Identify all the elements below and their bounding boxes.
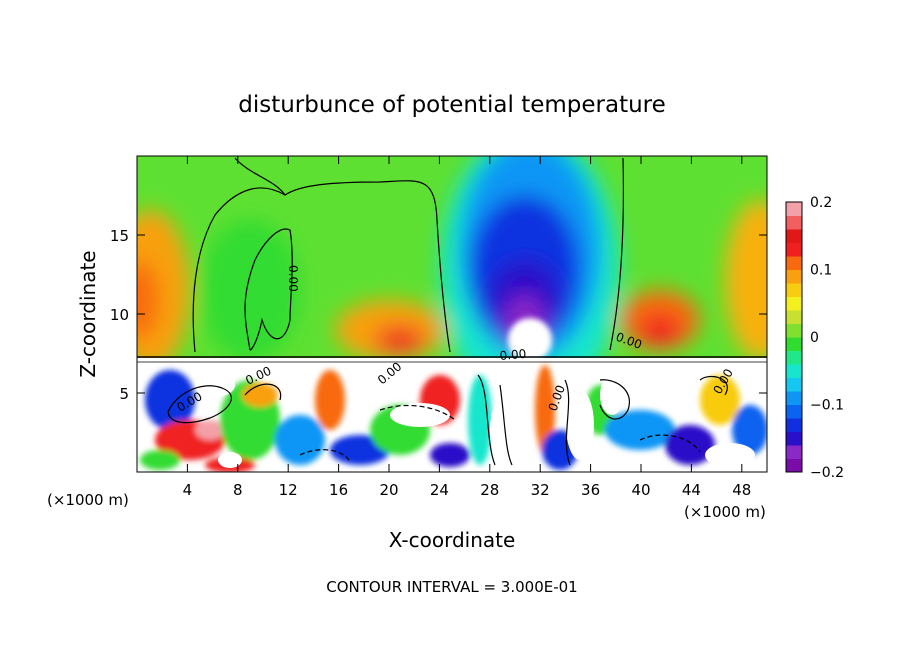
lower-field — [140, 365, 767, 472]
contour-label: 0.00 — [286, 265, 300, 292]
colorbar-tick-label: 0.1 — [810, 263, 832, 279]
colorbar-swatch — [786, 445, 802, 459]
contour-label: 0.00 — [499, 347, 527, 363]
colorbar-swatch — [786, 377, 802, 392]
x-tick-label: 8 — [233, 481, 243, 499]
colorbar-swatch — [786, 337, 802, 351]
x-axis: 4 8 12 16 20 24 28 32 36 40 44 48 — [183, 156, 751, 499]
contour-lines — [137, 157, 767, 466]
x-tick-label: 40 — [631, 481, 650, 499]
contour-zero-left-arc — [234, 157, 286, 196]
x-axis-label: X-coordinate — [389, 528, 516, 552]
x-tick-label: 20 — [379, 481, 398, 499]
contour-interval-note: CONTOUR INTERVAL = 3.000E-01 — [326, 578, 577, 596]
contour-zero-inner — [244, 228, 293, 351]
x-tick-label: 24 — [430, 481, 449, 499]
colorbar-frame — [785, 201, 803, 473]
y-tick-label: 10 — [110, 306, 129, 324]
contour-low-5 — [244, 383, 282, 401]
colorbar-tick-label: −0.1 — [810, 398, 844, 414]
contour-low-1 — [167, 385, 232, 424]
contour-dash-2 — [639, 434, 701, 453]
colorbar-swatch — [786, 202, 802, 216]
chart-title: disturbunce of potential temperature — [238, 92, 666, 118]
x-unit-right: (×1000 m) — [684, 503, 766, 521]
colorbar-swatch — [786, 215, 802, 230]
y-axis: 5 10 15 — [110, 227, 767, 403]
x-tick-label: 48 — [732, 481, 751, 499]
colorbar-swatch — [786, 323, 802, 338]
colorbar-swatch — [786, 350, 802, 365]
colorbar-labels: 0.2 0.1 0 −0.1 −0.2 — [810, 195, 844, 481]
colorbar-swatch — [786, 256, 802, 270]
x-unit-left: (×1000 m) — [47, 491, 129, 509]
x-tick-label: 28 — [480, 481, 499, 499]
colorbar-tick-label: 0 — [810, 330, 819, 346]
colorbar-swatch — [786, 242, 802, 257]
colorbar-swatch — [786, 283, 802, 297]
contour-low-6 — [699, 375, 728, 396]
colorbar-tick-label: −0.2 — [810, 465, 844, 481]
y-tick-label: 15 — [110, 227, 129, 245]
contour-dash-1 — [379, 404, 456, 421]
contour-dash-3 — [299, 449, 351, 463]
colorbar-swatch — [786, 310, 802, 324]
colorbar-swatch — [786, 296, 802, 311]
contour-zero-main — [192, 180, 451, 353]
colorbar-swatch — [786, 431, 802, 446]
colorbar-swatch — [786, 458, 802, 473]
colorbar-swatch — [786, 364, 802, 378]
y-tick-label: 5 — [119, 385, 129, 403]
colorbar-tick-label: 0.2 — [810, 195, 832, 211]
contour-low-4 — [599, 379, 631, 420]
x-tick-label: 44 — [682, 481, 701, 499]
colorbar — [786, 202, 802, 473]
x-tick-label: 4 — [183, 481, 193, 499]
plot-area: 0.00 0.00 0.00 0.00 0.00 0.00 0.00 0.00 — [137, 156, 767, 472]
x-tick-label: 12 — [279, 481, 298, 499]
x-tick-label: 32 — [531, 481, 550, 499]
white-core — [508, 318, 552, 362]
contour-low-3 — [564, 379, 571, 466]
contour-low-2 — [477, 374, 513, 466]
contour-zero-right — [609, 157, 625, 351]
colorbar-swatch — [786, 391, 802, 405]
colorbar-swatch — [786, 269, 802, 284]
upper-field — [137, 156, 767, 410]
x-tick-label: 36 — [581, 481, 600, 499]
colorbar-swatch — [786, 404, 802, 419]
colorbar-swatch — [786, 229, 802, 243]
colorbar-swatch — [786, 418, 802, 432]
x-tick-label: 16 — [329, 481, 348, 499]
y-axis-label: Z-coordinate — [76, 250, 100, 377]
lower-white-patches — [195, 373, 755, 470]
